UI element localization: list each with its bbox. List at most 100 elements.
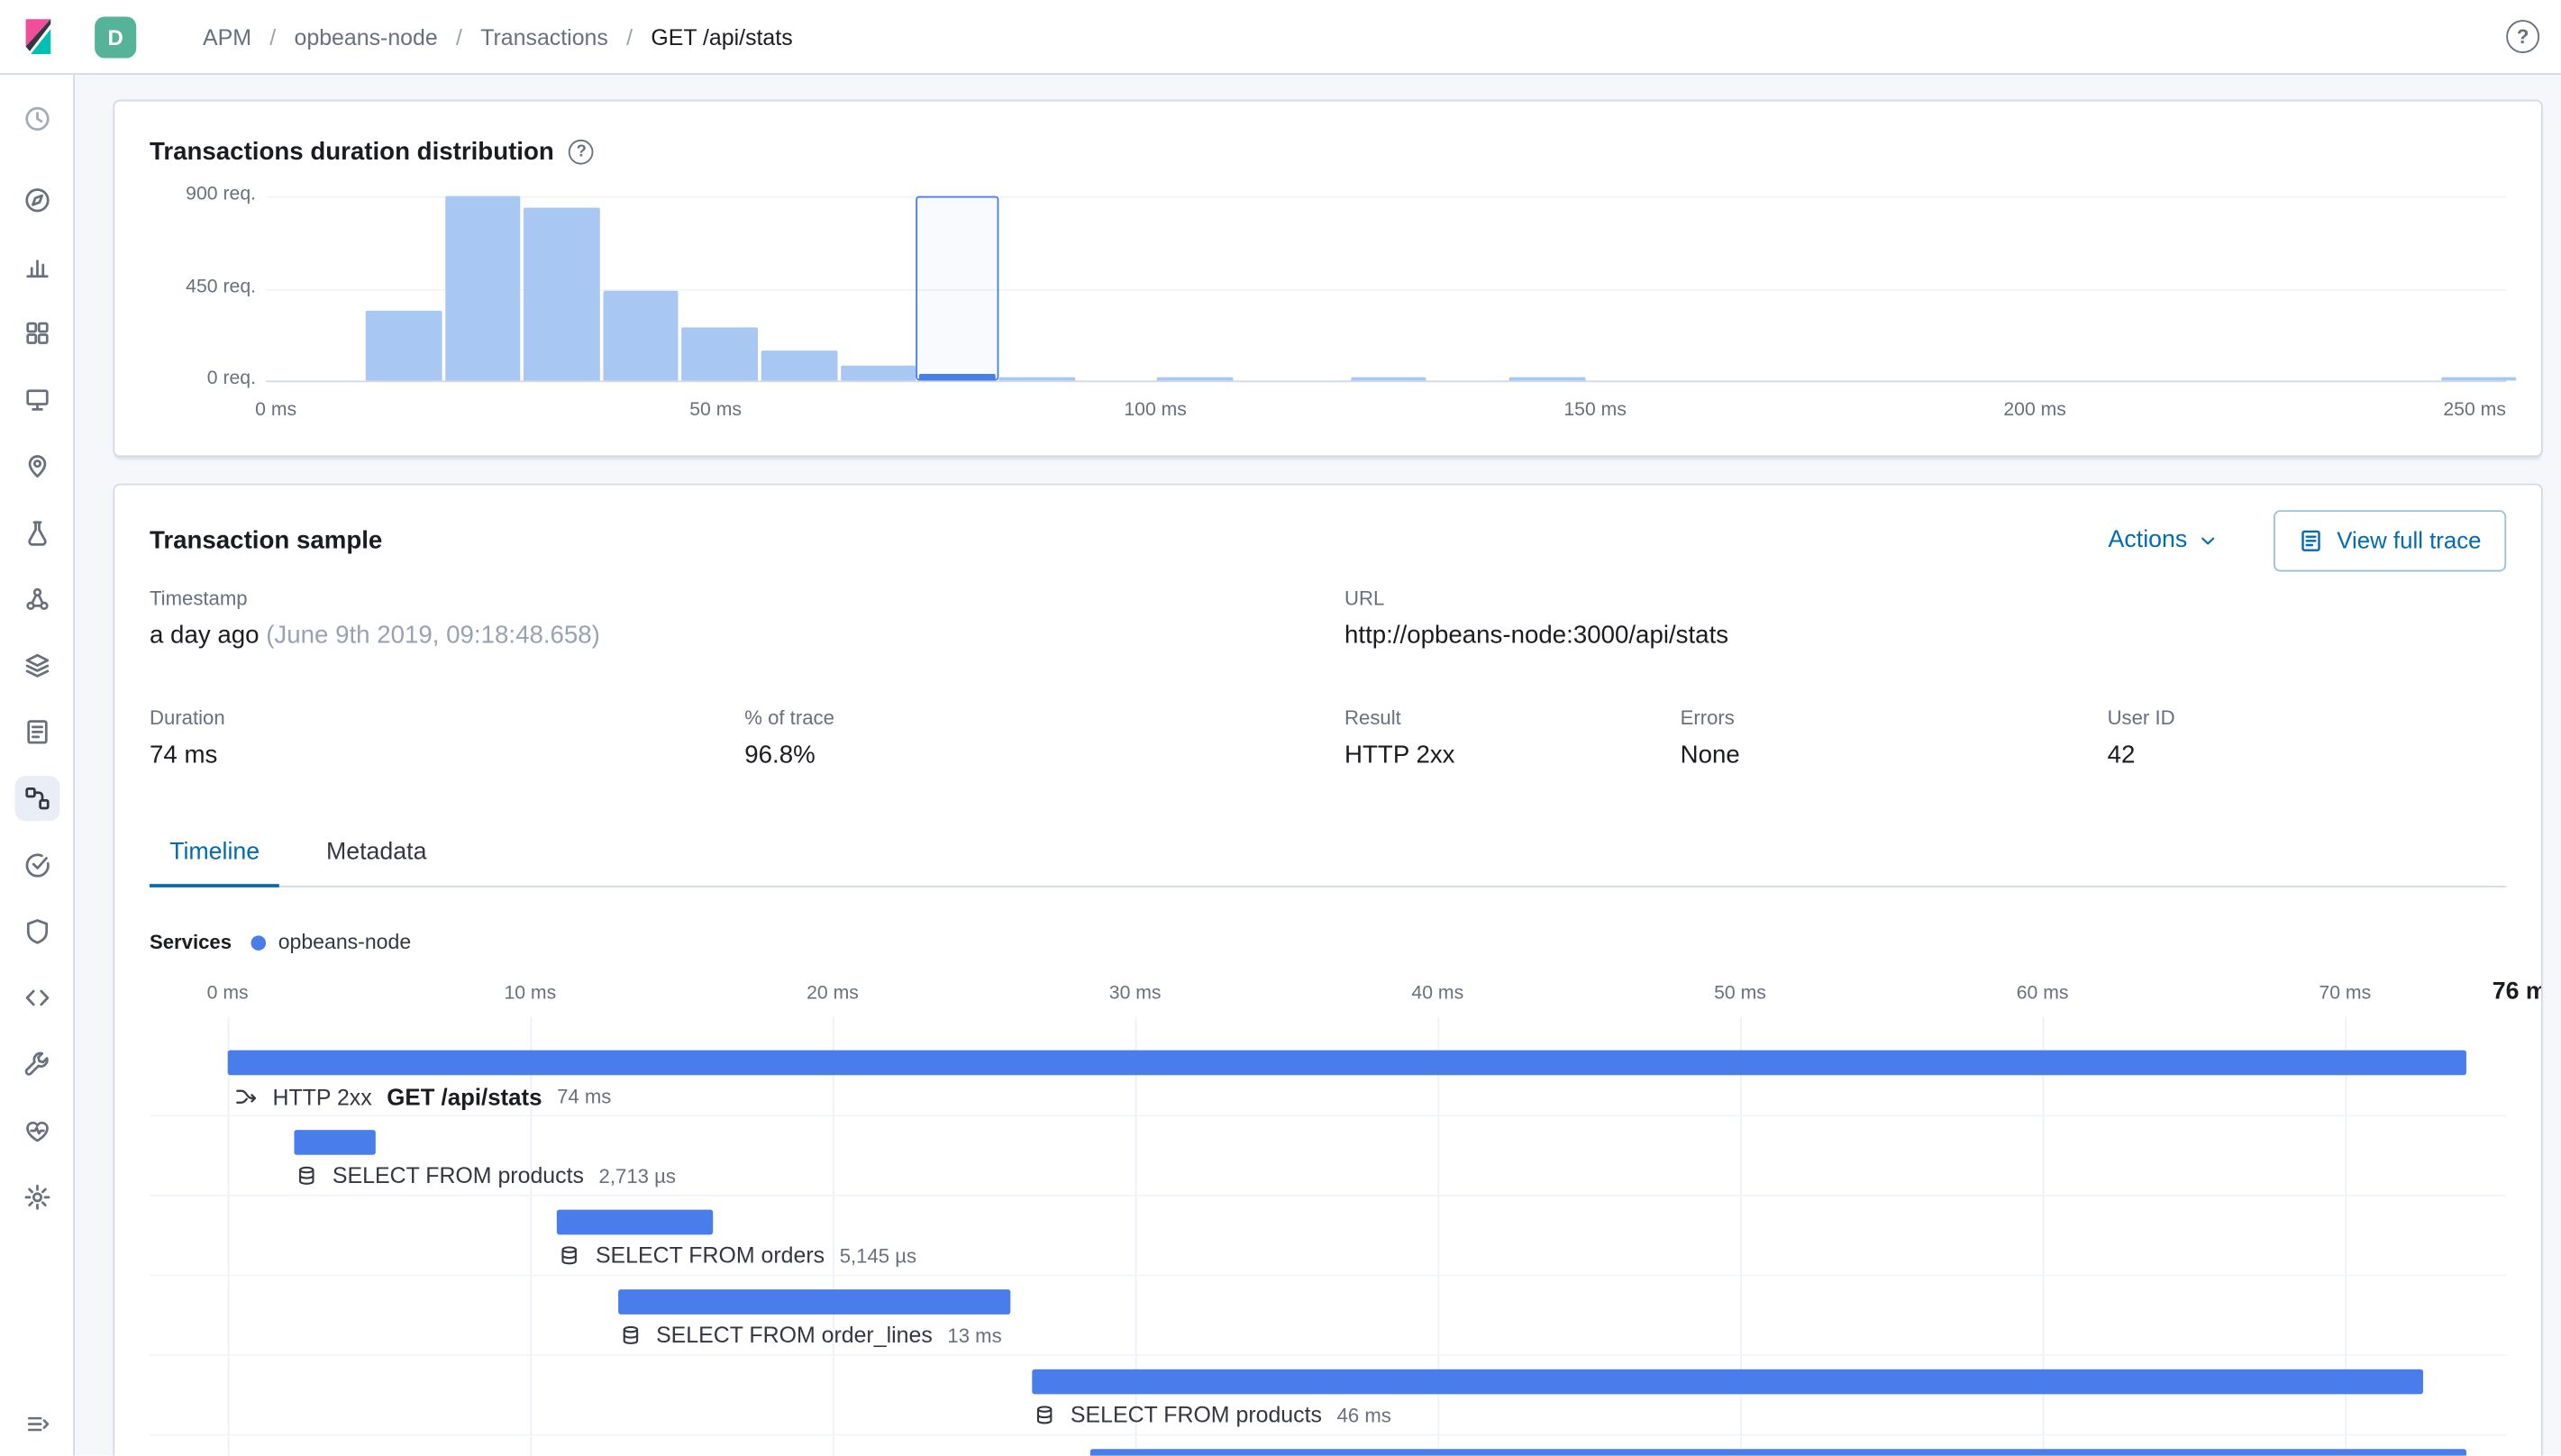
sidebar-item-stack-monitoring[interactable] [8, 1097, 65, 1163]
services-legend: Services opbeans-node [150, 927, 2506, 957]
histogram-bar[interactable] [682, 327, 758, 380]
transaction-type-icon [234, 1085, 258, 1108]
timeline-tick-label: 40 ms [1411, 984, 1463, 1004]
sidebar-item-canvas[interactable] [8, 366, 65, 432]
field-percent-of-trace: % of trace 96.8% [744, 706, 834, 769]
sidebar-item-graph[interactable] [8, 565, 65, 632]
heart-pulse-icon [23, 1115, 50, 1143]
breadcrumb-transactions[interactable]: Transactions [480, 24, 608, 50]
waterfall-item-name[interactable]: SELECT FROM order_lines [656, 1323, 933, 1348]
database-icon [619, 1324, 641, 1346]
breadcrumb-service[interactable]: opbeans-node [294, 24, 437, 50]
histogram-gridline [266, 380, 2506, 382]
sidebar-item-dev-tools[interactable] [8, 1030, 65, 1097]
breadcrumb-apm[interactable]: APM [203, 24, 251, 50]
field-user-id: User ID 42 [2108, 706, 2175, 769]
waterfall-bar[interactable] [618, 1289, 1011, 1315]
info-icon[interactable]: ? [569, 140, 594, 165]
field-timestamp: Timestamp a day ago (June 9th 2019, 09:1… [150, 587, 600, 650]
breadcrumb-separator: / [269, 24, 276, 50]
waterfall-item-name[interactable]: GET /api/stats [387, 1083, 542, 1110]
waterfall-bar[interactable] [228, 1051, 2466, 1076]
sidebar-item-uptime[interactable] [8, 831, 65, 897]
timeline-total-duration-label: 76 ms [2493, 978, 2543, 1006]
waterfall-span-row: SELECT FROM products2,713 µs [150, 1116, 2506, 1197]
collapse-menu-icon[interactable] [10, 1403, 65, 1446]
transaction-sample-panel: Transaction sample Actions View full tra… [113, 484, 2542, 1456]
waterfall-bar[interactable] [1089, 1449, 2465, 1455]
field-label: Result [1344, 706, 1454, 730]
view-full-trace-button[interactable]: View full trace [2274, 509, 2506, 570]
histogram-x-tick-label: 200 ms [2003, 400, 2066, 420]
help-icon[interactable]: ? [2506, 20, 2539, 53]
timeline-tick-label: 30 ms [1109, 984, 1162, 1004]
breadcrumb-separator: / [626, 24, 633, 50]
histogram-bar[interactable] [366, 311, 442, 380]
histogram-selected-bucket[interactable] [916, 196, 999, 381]
kibana-app: D APM / opbeans-node / Transactions / GE… [0, 0, 2561, 1456]
waterfall-item-name[interactable]: SELECT FROM orders [596, 1243, 825, 1269]
breadcrumb: APM / opbeans-node / Transactions / GET … [203, 24, 793, 50]
kibana-logo[interactable] [18, 16, 58, 56]
actions-dropdown[interactable]: Actions [2109, 527, 2219, 554]
histogram-bar[interactable] [1351, 378, 1426, 381]
histogram-bar[interactable] [998, 378, 1074, 381]
sidebar-item-visualize[interactable] [8, 232, 65, 299]
timeline-tick-label: 10 ms [504, 984, 556, 1004]
field-label: User ID [2108, 706, 2175, 730]
field-label: Errors [1681, 706, 1740, 730]
tab-metadata[interactable]: Metadata [306, 826, 447, 886]
waterfall-bar[interactable] [294, 1130, 376, 1155]
duration-histogram: 0 req.450 req.900 req.0 ms50 ms100 ms150… [150, 175, 2506, 421]
field-label: Timestamp [150, 587, 600, 610]
histogram-bar[interactable] [1157, 378, 1233, 381]
sidebar-item-siem[interactable] [8, 897, 65, 964]
tab-timeline[interactable]: Timeline [150, 826, 279, 887]
result-value: HTTP 2xx [1344, 742, 1454, 769]
histogram-y-tick-label: 0 req. [150, 369, 256, 388]
histogram-bar[interactable] [524, 208, 599, 380]
timeline-tick-label: 70 ms [2319, 984, 2371, 1004]
waterfall-bar[interactable] [1033, 1370, 2424, 1395]
histogram-bar[interactable] [444, 196, 520, 381]
space-avatar[interactable]: D [95, 16, 136, 58]
histogram-bar[interactable] [841, 365, 916, 380]
sidebar-nav [0, 75, 75, 1456]
histogram-bar[interactable] [1508, 378, 1584, 381]
sidebar-item-logs[interactable] [8, 698, 65, 765]
top-header: D APM / opbeans-node / Transactions / GE… [0, 0, 2561, 75]
field-label: URL [1344, 587, 1728, 610]
timeline-tick-label: 0 ms [207, 984, 249, 1004]
sidebar-item-machine-learning[interactable] [8, 498, 65, 565]
waterfall-item-name[interactable]: SELECT FROM products [1071, 1403, 1322, 1428]
sidebar-item-infrastructure[interactable] [8, 632, 65, 698]
histogram-bar[interactable] [2441, 378, 2517, 381]
legend-opbeans-node[interactable]: opbeans-node [251, 931, 411, 954]
waterfall-body: HTTP 2xxGET /api/stats74 msSELECT FROM p… [150, 1017, 2506, 1456]
sidebar-item-recently-viewed[interactable] [8, 85, 65, 151]
histogram-bar[interactable] [919, 375, 995, 381]
sidebar-item-apm[interactable] [8, 764, 65, 831]
sidebar-item-management[interactable] [8, 1163, 65, 1230]
waterfall-item-name[interactable]: SELECT FROM products [333, 1163, 584, 1188]
errors-value: None [1681, 742, 1740, 769]
sidebar-item-maps[interactable] [8, 432, 65, 499]
shield-icon [23, 916, 50, 944]
trace-icon [2299, 528, 2324, 553]
field-label: Duration [150, 706, 225, 730]
flask-icon [23, 517, 50, 545]
sample-tabs: Timeline Metadata [150, 826, 2506, 887]
histogram-bar[interactable] [603, 290, 679, 380]
sidebar-item-code[interactable] [8, 964, 65, 1031]
field-label: % of trace [744, 706, 834, 730]
waterfall-item-duration: 5,145 µs [840, 1243, 916, 1267]
histogram-bar[interactable] [761, 350, 837, 380]
waterfall-transaction-row: HTTP 2xxGET /api/stats74 ms [150, 1037, 2506, 1117]
percent-of-trace-value: 96.8% [744, 742, 834, 769]
waterfall-item-duration: 74 ms [557, 1085, 611, 1108]
flowchart-icon [14, 775, 59, 820]
histogram-gridline [266, 196, 2506, 198]
waterfall-bar[interactable] [558, 1210, 714, 1235]
sidebar-item-discover[interactable] [8, 166, 65, 232]
sidebar-item-dashboard[interactable] [8, 299, 65, 366]
